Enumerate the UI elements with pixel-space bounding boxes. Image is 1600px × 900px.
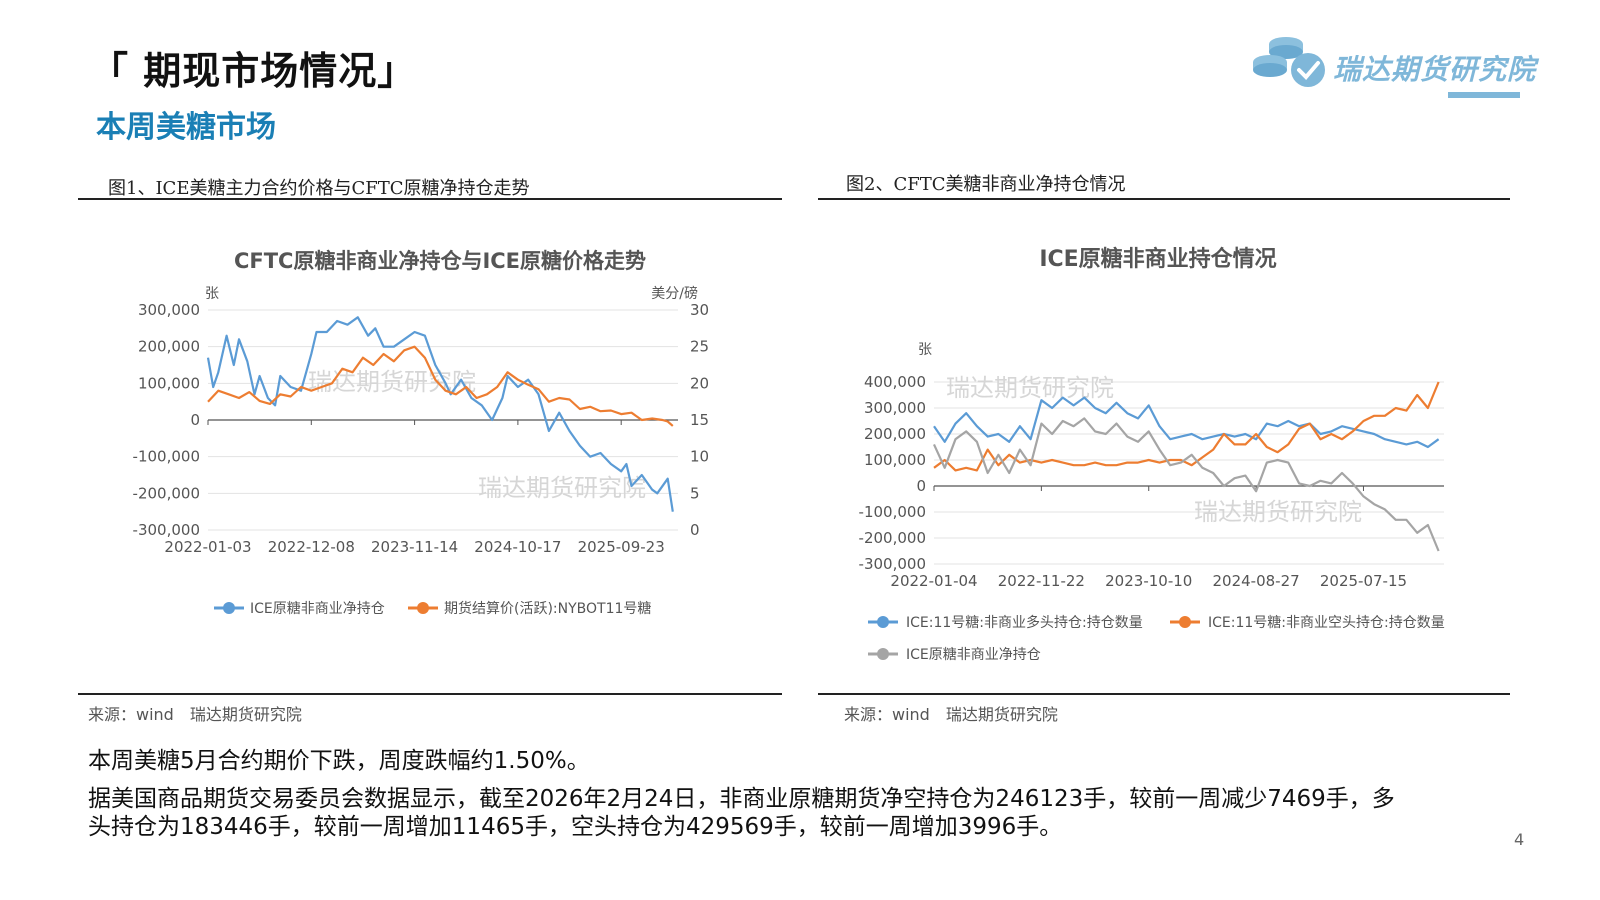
chart-1-y-right-tick-label: 30 <box>690 301 709 319</box>
chart-1-y-right-tick-label: 20 <box>690 374 709 392</box>
chart-1-y-tick-label: -300,000 <box>133 521 200 539</box>
chart-2-watermark-1: 瑞达期货研究院 <box>946 374 1114 402</box>
figure-2-source: 来源：wind 瑞达期货研究院 <box>844 705 1058 724</box>
summary-paragraph-2-line-2: 头持仓为183446手，较前一周增加11465手，空头持仓为429569手，较前… <box>88 814 1063 840</box>
chart-1-series-1-line <box>207 345 674 427</box>
chart-1-watermark-2: 瑞达期货研究院 <box>478 474 646 502</box>
chart-1-series-0-line <box>206 316 674 512</box>
figure-2-caption: 图2、CFTC美糖非商业净持仓情况 <box>846 174 1126 195</box>
chart-2-y-tick-label: 100,000 <box>864 451 926 469</box>
chart-2-x-tick-label: 2022-11-22 <box>998 572 1085 590</box>
figure-2-bottom-rule <box>818 693 1510 695</box>
chart-1-y-tick-label: -200,000 <box>133 484 200 502</box>
chart-2-title: ICE原糖非商业持仓情况 <box>1039 246 1276 272</box>
page-subtitle: 本周美糖市场 <box>96 110 276 145</box>
chart-1-x-tick-label: 2024-10-17 <box>474 538 561 556</box>
figure-1-top-rule <box>78 198 782 200</box>
chart-1-y-tick-label: 0 <box>190 411 200 429</box>
chart-1-x-tick-label: 2022-01-03 <box>164 538 251 556</box>
chart-2-x-tick-label: 2023-10-10 <box>1105 572 1192 590</box>
chart-2-y-tick-label: -100,000 <box>859 503 926 521</box>
chart-1-y-tick-label: -100,000 <box>133 448 200 466</box>
chart-2-x-tick-label: 2022-01-04 <box>890 572 977 590</box>
chart-2-axis-label: 张 <box>918 342 932 358</box>
chart-1-left-axis-label: 张 <box>205 286 219 302</box>
legend-1-blue-dot <box>223 602 235 614</box>
legend-2-blue-label: ICE:11号糖:非商业多头持仓:持仓数量 <box>906 614 1143 631</box>
legend-1-orange-label: 期货结算价(活跃):NYBOT11号糖 <box>444 600 651 617</box>
figure-1-source: 来源：wind 瑞达期货研究院 <box>88 705 302 724</box>
chart-2-y-tick-label: -200,000 <box>859 529 926 547</box>
page-number: 4 <box>1514 830 1525 849</box>
chart-2-y-tick-label: 300,000 <box>864 399 926 417</box>
figure-1-bottom-rule <box>78 693 782 695</box>
chart-2-y-tick-label: 400,000 <box>864 373 926 391</box>
chart-1-y-right-tick-label: 10 <box>690 448 709 466</box>
chart-1-y-right-tick-label: 25 <box>690 338 709 356</box>
summary-paragraph-1: 本周美糖5月合约期价下跌，周度跌幅约1.50%。 <box>88 748 590 774</box>
chart-2-x-tick-label: 2025-07-15 <box>1320 572 1407 590</box>
chart-2-watermark-2: 瑞达期货研究院 <box>1194 498 1362 526</box>
chart-2-series-2-line <box>932 417 1440 552</box>
coins-logo-icon <box>1253 37 1325 87</box>
chart-1-y-right-tick-label: 5 <box>690 484 700 502</box>
logo-text: 瑞达期货研究院 <box>1333 53 1537 86</box>
chart-2-y-tick-label: -300,000 <box>859 555 926 573</box>
chart-1-y-tick-label: 300,000 <box>138 301 200 319</box>
chart-1-y-right-tick-label: 0 <box>690 521 700 539</box>
legend-2-blue-dot <box>877 616 889 628</box>
legend-1-orange-dot <box>417 602 429 614</box>
chart-2-x-tick-label: 2024-08-27 <box>1213 572 1300 590</box>
chart-1-right-axis-label: 美分/磅 <box>651 285 698 302</box>
chart-1: CFTC原糖非商业净持仓与ICE原糖价格走势 张 美分/磅 300,000200… <box>133 249 710 617</box>
page-title: 「 期现市场情况」 <box>90 49 417 93</box>
legend-1-blue-label: ICE原糖非商业净持仓 <box>250 601 385 617</box>
chart-2: ICE原糖非商业持仓情况 张 400,000 300,000 200,000 100,… <box>859 246 1445 663</box>
chart-1-y-tick-label: 100,000 <box>138 374 200 392</box>
chart-1-title: CFTC原糖非商业净持仓与ICE原糖价格走势 <box>234 249 646 273</box>
chart-2-y-tick-label: 200,000 <box>864 425 926 443</box>
chart-1-y-tick-label: 200,000 <box>138 338 200 356</box>
figure-1-caption: 图1、ICE美糖主力合约价格与CFTC原糖净持仓走势 <box>108 178 530 199</box>
figure-2-top-rule <box>818 198 1510 200</box>
legend-2-gray-dot <box>877 648 889 660</box>
legend-2-orange-label: ICE:11号糖:非商业空头持仓:持仓数量 <box>1208 615 1445 631</box>
chart-2-y-tick-label: 0 <box>916 477 926 495</box>
logo-underline <box>1448 92 1520 98</box>
chart-1-x-tick-label: 2023-11-14 <box>371 538 458 556</box>
chart-1-x-tick-label: 2025-09-23 <box>578 538 665 556</box>
legend-2-orange-dot <box>1179 616 1191 628</box>
chart-2-series-1-line <box>933 381 1440 472</box>
chart-1-y-right-tick-label: 15 <box>690 411 709 429</box>
chart-1-x-tick-label: 2022-12-08 <box>268 538 355 556</box>
legend-2-gray-label: ICE原糖非商业净持仓 <box>906 647 1041 663</box>
summary-paragraph-2-line-1: 据美国商品期货交易委员会数据显示，截至2026年2月24日，非商业原糖期货净空持… <box>88 786 1395 812</box>
